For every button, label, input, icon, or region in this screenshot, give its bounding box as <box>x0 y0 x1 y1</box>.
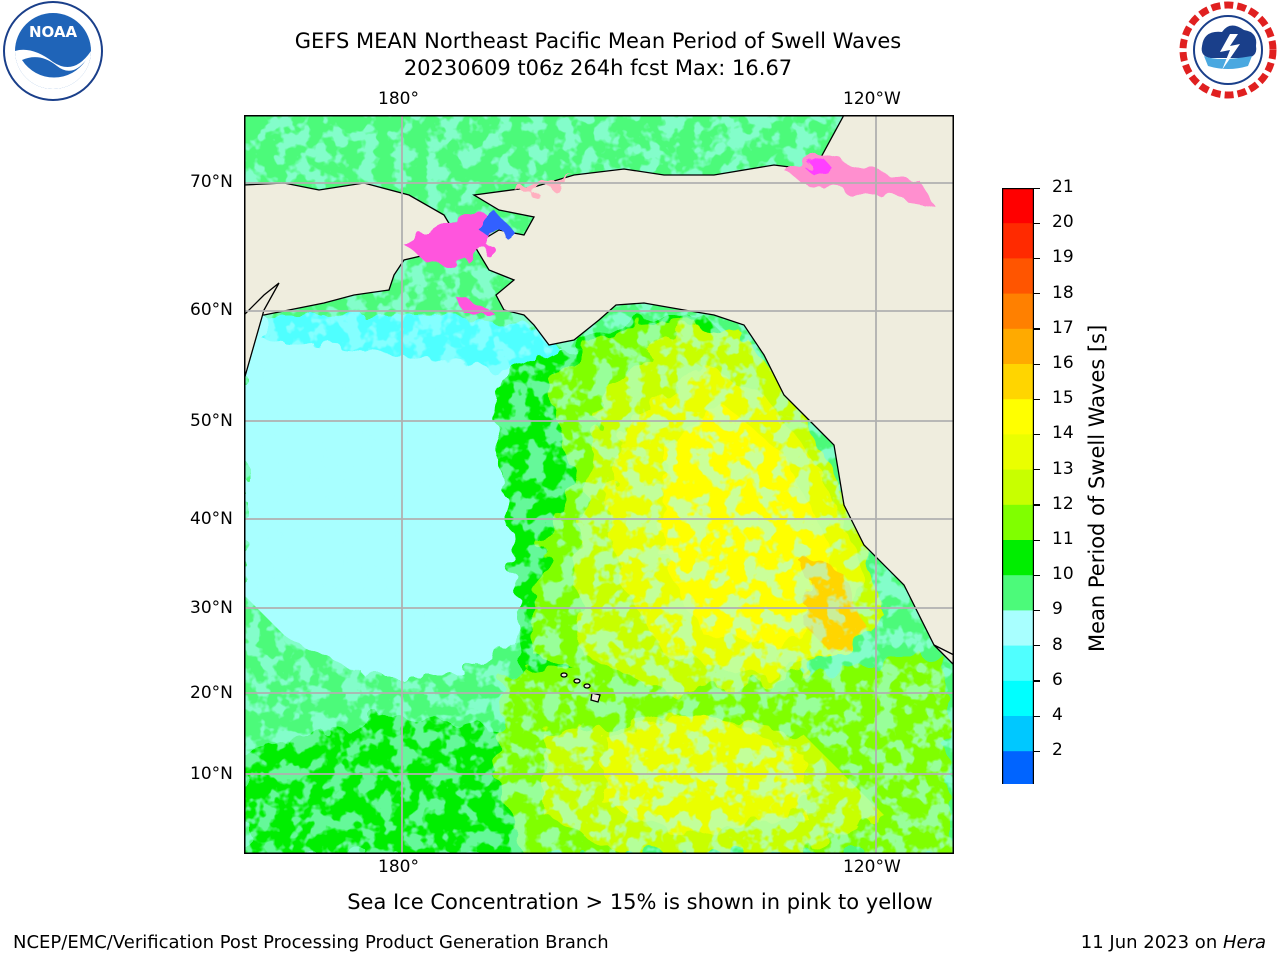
lon-label-top-120w: 120°W <box>843 89 901 109</box>
lat-label-30n: 30°N <box>190 598 233 618</box>
colorbar-segment <box>1002 399 1034 435</box>
colorbar-tick-mark <box>1034 398 1040 401</box>
colorbar-segment <box>1002 223 1034 259</box>
colorbar-segment <box>1002 434 1034 471</box>
colorbar-segment <box>1002 680 1034 717</box>
colorbar-segment <box>1002 610 1034 647</box>
colorbar-tick-label: 8 <box>1052 634 1063 655</box>
footer-credit: NCEP/EMC/Verification Post Processing Pr… <box>13 932 609 953</box>
lat-label-10n: 10°N <box>190 764 233 784</box>
map-panel <box>244 115 954 854</box>
colorbar-tick-mark <box>1034 469 1040 471</box>
colorbar-tick-mark <box>1034 539 1040 541</box>
colorbar-segment <box>1002 575 1034 611</box>
colorbar-segment <box>1002 364 1034 400</box>
noaa-logo: NOAA <box>2 0 104 102</box>
colorbar-tick-label: 16 <box>1052 353 1074 373</box>
footer-date: 11 Jun 2023 on Hera <box>1081 932 1266 953</box>
colorbar-tick-mark <box>1034 328 1040 330</box>
gridlines <box>244 115 954 854</box>
colorbar-segment <box>1002 293 1034 330</box>
lat-label-40n: 40°N <box>190 509 233 529</box>
colorbar-segment <box>1002 504 1034 541</box>
map-subtitle: 20230609 t06z 264h fcst Max: 16.67 <box>403 56 793 80</box>
colorbar-tick-label: 12 <box>1052 493 1074 514</box>
colorbar-segment <box>1002 645 1034 682</box>
colorbar-tick-label: 19 <box>1052 247 1074 268</box>
lon-label-bottom-180: 180° <box>378 857 419 877</box>
colorbar-tick-label: 17 <box>1052 317 1074 338</box>
colorbar-tick-mark <box>1034 609 1040 612</box>
map-canvas <box>244 115 954 854</box>
colorbar-tick-label: 10 <box>1052 564 1074 585</box>
land-areas <box>244 115 954 703</box>
colorbar-segment <box>1002 540 1034 576</box>
lat-label-70n: 70°N <box>190 172 233 192</box>
colorbar-tick-mark <box>1034 222 1040 225</box>
lon-label-bottom-120w: 120°W <box>843 857 901 877</box>
colorbar-tick-label: 11 <box>1052 529 1074 549</box>
colorbar-tick-label: 18 <box>1052 282 1074 303</box>
colorbar-tick-label: 2 <box>1052 740 1063 761</box>
footer-host: Hera <box>1222 932 1266 953</box>
colorbar-tick-mark <box>1034 715 1040 717</box>
colorbar-label: Mean Period of Swell Waves [s] <box>1085 324 1109 652</box>
colorbar-segment <box>1002 751 1034 787</box>
footer-date-text: 11 Jun 2023 on <box>1080 932 1223 953</box>
colorbar-tick-mark <box>1034 187 1040 189</box>
colorbar-tick-label: 20 <box>1052 212 1074 233</box>
lat-label-20n: 20°N <box>190 683 233 703</box>
colorbar-segment <box>1002 328 1034 365</box>
map-title: GEFS MEAN Northeast Pacific Mean Period … <box>294 29 902 53</box>
lon-label-top-180: 180° <box>378 89 419 109</box>
noaa-logo-text: NOAA <box>29 23 78 41</box>
colorbar <box>1001 188 1035 822</box>
colorbar-tick-mark <box>1034 363 1040 365</box>
sea-ice-note: Sea Ice Concentration > 15% is shown in … <box>347 890 933 914</box>
colorbar-tick-mark <box>1034 293 1040 295</box>
colorbar-tick-label: 4 <box>1052 705 1063 725</box>
map-frame <box>244 115 954 854</box>
colorbar-tick-label: 9 <box>1052 599 1063 620</box>
lat-label-60n: 60°N <box>190 300 233 320</box>
colorbar-segment <box>1002 188 1034 224</box>
colorbar-tick-mark <box>1034 750 1040 753</box>
lat-label-50n: 50°N <box>190 411 233 431</box>
colorbar-tick-mark <box>1034 257 1040 260</box>
sea-ice <box>404 155 934 313</box>
colorbar-tick-mark <box>1034 504 1040 506</box>
colorbar-tick-mark <box>1034 680 1040 682</box>
colorbar-segment <box>1002 716 1034 752</box>
colorbar-segment <box>1002 258 1034 295</box>
colorbar-tick-label: 15 <box>1052 388 1074 409</box>
nws-logo <box>1178 0 1280 100</box>
colorbar-tick-mark <box>1034 433 1040 436</box>
colorbar-tick-label: 6 <box>1052 669 1063 690</box>
colorbar-segment <box>1002 469 1034 506</box>
colorbar-tick-mark <box>1034 645 1040 647</box>
colorbar-tick-mark <box>1034 574 1040 577</box>
colorbar-tick-label: 13 <box>1052 458 1074 479</box>
colorbar-tick-label: 21 <box>1052 177 1074 197</box>
colorbar-tick-label: 14 <box>1052 423 1074 444</box>
